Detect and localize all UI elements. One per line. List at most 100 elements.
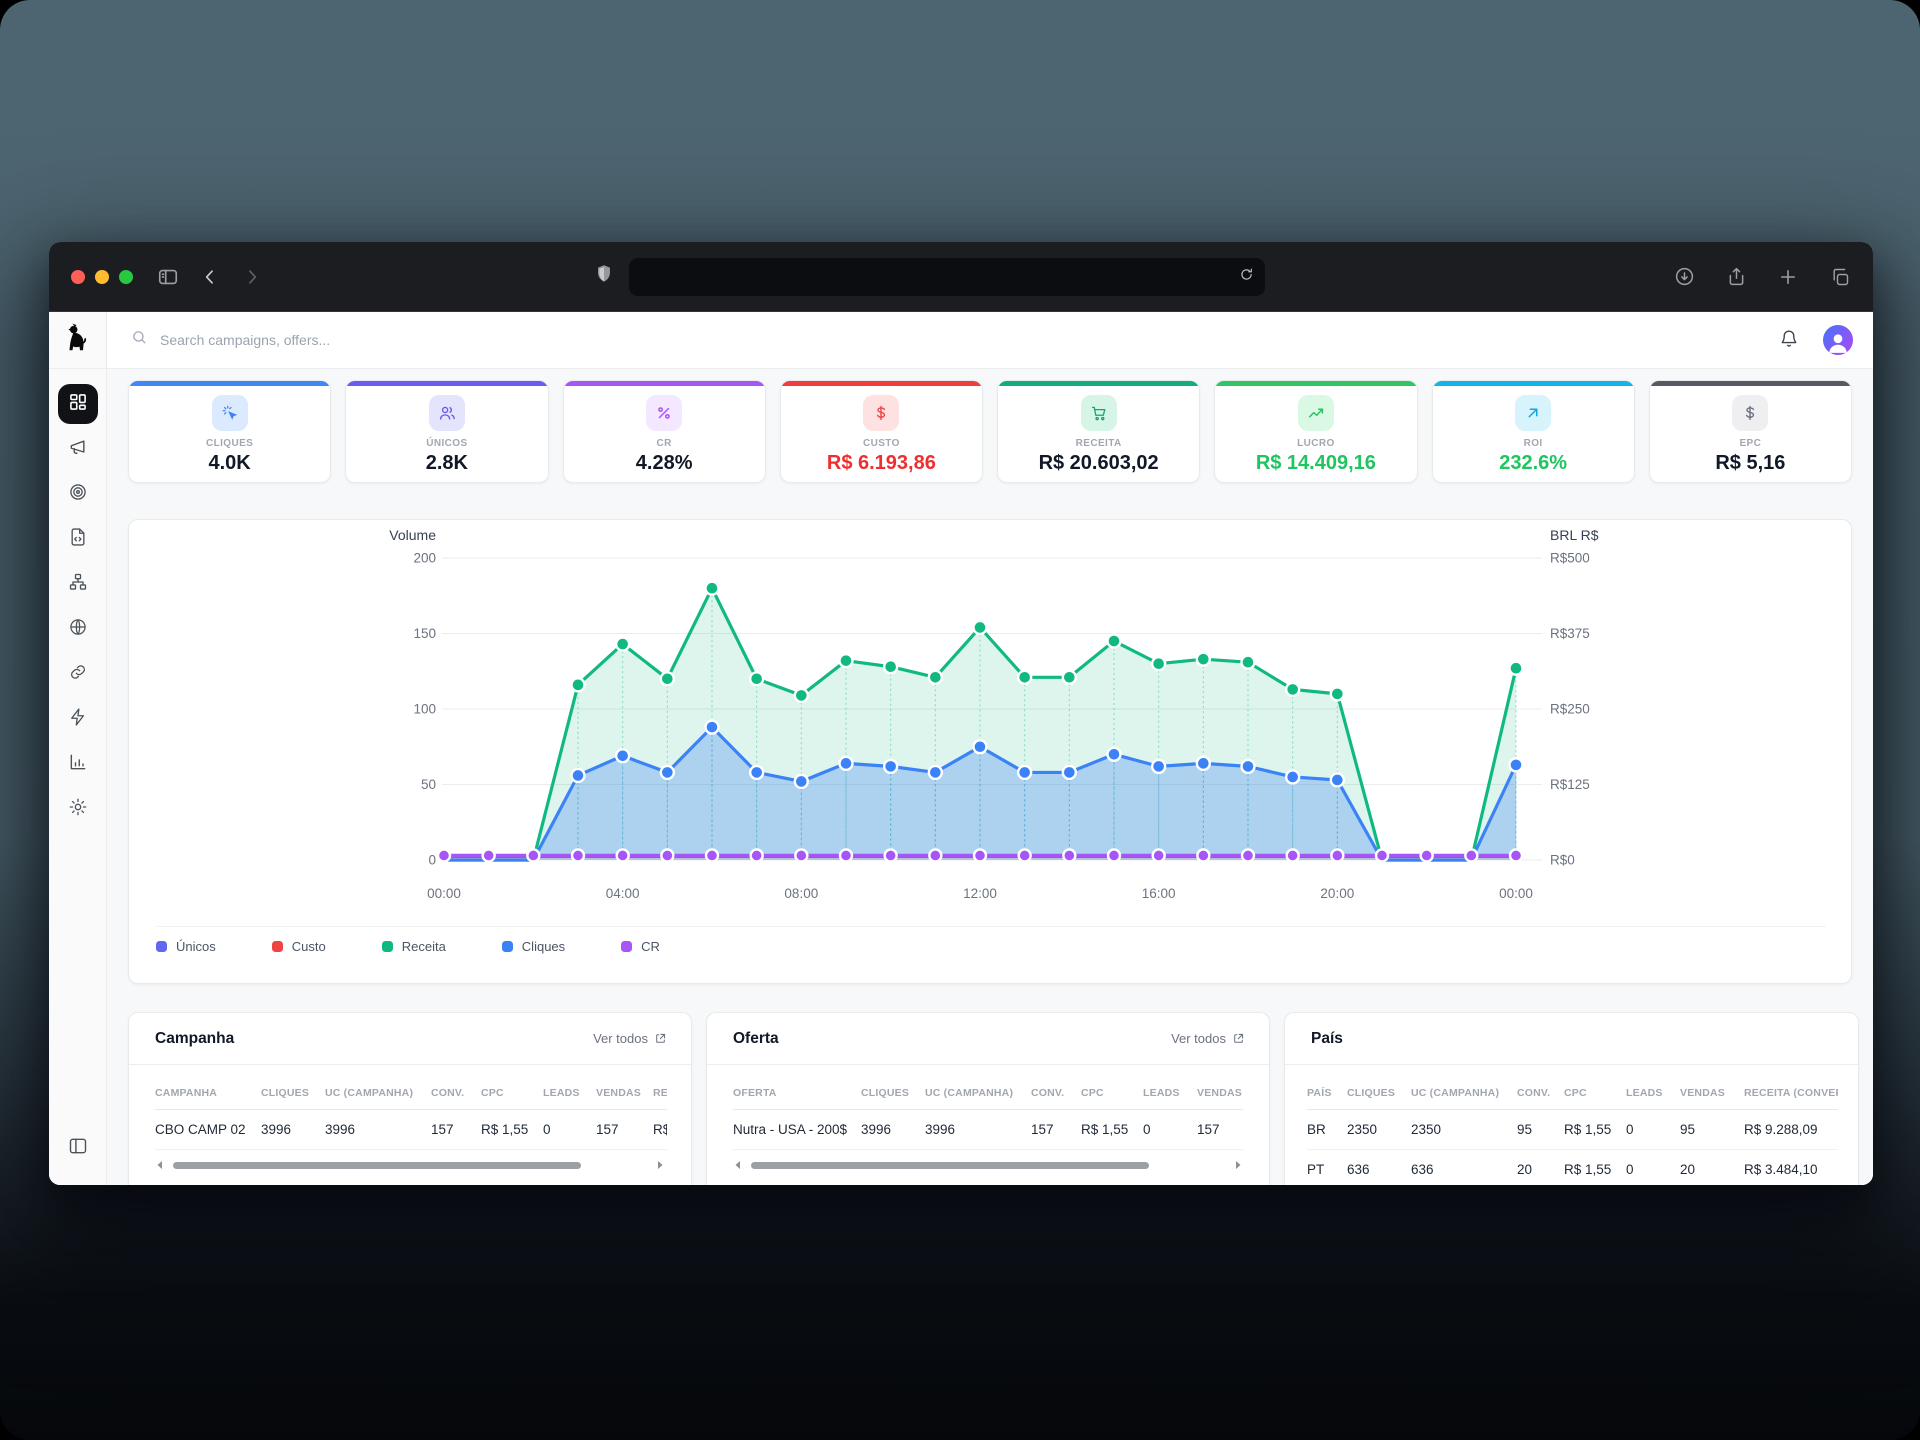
app-root: Search campaigns, offers... CLIQUES 4.0K Ú… <box>49 312 1873 1185</box>
sidebar-item-target[interactable] <box>58 474 98 514</box>
chart-card: 0 R$0 50 R$125 100 R$250 150 R$375 200 R$500 Volum… <box>128 519 1852 984</box>
column-header[interactable]: UC (CAMPANHA) <box>925 1065 1031 1110</box>
sidebar-collapse-button[interactable] <box>58 1126 98 1166</box>
zoom-window-button[interactable] <box>119 269 133 284</box>
horizontal-scrollbar[interactable] <box>155 1158 665 1172</box>
scrollbar-thumb[interactable] <box>173 1161 581 1169</box>
column-header[interactable]: VENDAS <box>1680 1065 1744 1110</box>
column-header[interactable]: PAÍS <box>1307 1065 1347 1110</box>
legend-item-receita[interactable]: Receita <box>381 939 446 954</box>
column-header[interactable]: CAMPANHA <box>155 1065 261 1110</box>
column-header[interactable]: RECEITA (CONVERTIDA) <box>1744 1065 1838 1110</box>
new-tab-icon[interactable] <box>1775 264 1801 290</box>
view-all-link[interactable]: Ver todos <box>1171 1031 1245 1046</box>
data-table-pais: PAÍS CLIQUES UC (CAMPANHA) CONV. CPC LEADS VEN… <box>1307 1065 1838 1185</box>
table-cell: 636 <box>1347 1149 1411 1185</box>
reload-icon[interactable] <box>1238 266 1255 288</box>
column-header[interactable]: VENDAS <box>596 1065 653 1110</box>
legend-swatch <box>621 941 633 952</box>
tab-overview-icon[interactable] <box>1827 264 1853 290</box>
scroll-right-icon[interactable] <box>1233 1160 1243 1170</box>
cart-icon <box>1080 395 1117 431</box>
privacy-shield-icon[interactable] <box>593 263 615 290</box>
column-header[interactable]: UC (CAMPANHA) <box>1411 1065 1517 1110</box>
table-cell: Nutra - USA - 200$ <box>733 1109 861 1150</box>
kpi-accent-bar <box>563 381 765 386</box>
column-header[interactable]: CLIQUES <box>861 1065 925 1110</box>
bar-chart-icon <box>68 752 88 777</box>
legend-item-custo[interactable]: Custo <box>271 939 326 954</box>
column-header[interactable]: CONV. <box>1517 1065 1564 1110</box>
forward-icon[interactable] <box>239 264 265 290</box>
sidebar-item-zap[interactable] <box>58 699 98 739</box>
close-window-button[interactable] <box>71 269 85 284</box>
sidebar-item-globe[interactable] <box>58 609 98 649</box>
table-cell: 20 <box>1517 1149 1564 1185</box>
column-header[interactable]: CPC <box>481 1065 543 1110</box>
notifications-bell-icon[interactable] <box>1779 328 1799 353</box>
kpi-value: R$ 14.409,16 <box>1255 452 1376 474</box>
column-header[interactable]: UC (CAMPANHA) <box>325 1065 431 1110</box>
back-icon[interactable] <box>197 264 223 290</box>
sidebar-toggle-icon[interactable] <box>155 264 181 290</box>
column-header[interactable]: CPC <box>1081 1065 1143 1110</box>
kpi-card-receita: RECEITA R$ 20.603,02 <box>997 380 1201 483</box>
search-input[interactable]: Search campaigns, offers... <box>131 329 1779 351</box>
sidebar-item-settings[interactable] <box>58 789 98 829</box>
table-cell: R$ <box>653 1109 667 1150</box>
table-cell: R$ 9.288,09 <box>1744 1109 1838 1150</box>
sidebar-item-dashboard[interactable] <box>57 384 98 424</box>
sidebar-item-megaphone[interactable] <box>58 429 98 469</box>
globe-icon <box>68 617 88 642</box>
dog-logo-icon <box>63 323 93 358</box>
user-avatar[interactable] <box>1823 325 1853 355</box>
scroll-left-icon[interactable] <box>733 1160 743 1170</box>
column-header[interactable]: VENDAS <box>1197 1065 1243 1110</box>
sidebar-item-link[interactable] <box>58 654 98 694</box>
browser-window: Search campaigns, offers... CLIQUES 4.0K Ú… <box>49 242 1873 1185</box>
timeseries-chart[interactable]: 0 R$0 50 R$125 100 R$250 150 R$375 200 R$500 Volum… <box>129 520 1851 920</box>
legend-item-cliques[interactable]: Cliques <box>501 939 565 954</box>
sidebar-item-bar-chart[interactable] <box>58 744 98 784</box>
column-header[interactable]: CLIQUES <box>261 1065 325 1110</box>
table-row[interactable]: Nutra - USA - 200$ 3996 3996 157 R$ 1,55 0 157 <box>733 1109 1243 1150</box>
column-header[interactable]: CPC <box>1564 1065 1626 1110</box>
scroll-left-icon[interactable] <box>155 1160 165 1170</box>
table-cell: 636 <box>1411 1149 1517 1185</box>
address-bar[interactable] <box>629 257 1265 296</box>
svg-text:50: 50 <box>421 777 436 792</box>
kpi-accent-bar <box>1649 381 1851 386</box>
column-header[interactable]: RECEITA <box>653 1065 667 1110</box>
table-row[interactable]: PT 636 636 20 R$ 1,55 0 20 R$ 3.484,10 <box>1307 1149 1838 1185</box>
sidebar-item-file-code[interactable] <box>58 519 98 559</box>
table-cell: BR <box>1307 1109 1347 1150</box>
kpi-row: CLIQUES 4.0K ÚNICOS 2.8K CR 4.28% CUSTO R$ 6.19… <box>128 380 1852 483</box>
table-cell: R$ 3.484,10 <box>1744 1149 1838 1185</box>
share-icon[interactable] <box>1723 264 1749 290</box>
legend-item-cr[interactable]: CR <box>621 939 660 954</box>
kpi-value: 4.0K <box>208 452 251 474</box>
table-cell: R$ 1,55 <box>1081 1109 1143 1150</box>
horizontal-scrollbar[interactable] <box>733 1158 1243 1172</box>
scroll-right-icon[interactable] <box>655 1160 665 1170</box>
column-header[interactable]: LEADS <box>1626 1065 1680 1110</box>
sidebar-item-sitemap[interactable] <box>58 564 98 604</box>
scrollbar-thumb[interactable] <box>751 1161 1150 1169</box>
legend-item-únicos[interactable]: Únicos <box>156 939 216 954</box>
table-row[interactable]: BR 2350 2350 95 R$ 1,55 0 95 R$ 9.288,09 <box>1307 1109 1838 1150</box>
legend-swatch <box>381 941 393 952</box>
column-header[interactable]: OFERTA <box>733 1065 861 1110</box>
column-header[interactable]: CLIQUES <box>1347 1065 1411 1110</box>
view-all-link[interactable]: Ver todos <box>593 1031 667 1046</box>
scrollbar-track[interactable] <box>751 1161 1225 1169</box>
minimize-window-button[interactable] <box>95 269 109 284</box>
scrollbar-track[interactable] <box>173 1161 647 1169</box>
app-logo[interactable] <box>49 312 107 368</box>
column-header[interactable]: LEADS <box>1143 1065 1197 1110</box>
downloads-icon[interactable] <box>1671 264 1697 290</box>
column-header[interactable]: CONV. <box>431 1065 481 1110</box>
kpi-card-epc: EPC R$ 5,16 <box>1648 380 1852 483</box>
column-header[interactable]: CONV. <box>1031 1065 1081 1110</box>
column-header[interactable]: LEADS <box>543 1065 596 1110</box>
